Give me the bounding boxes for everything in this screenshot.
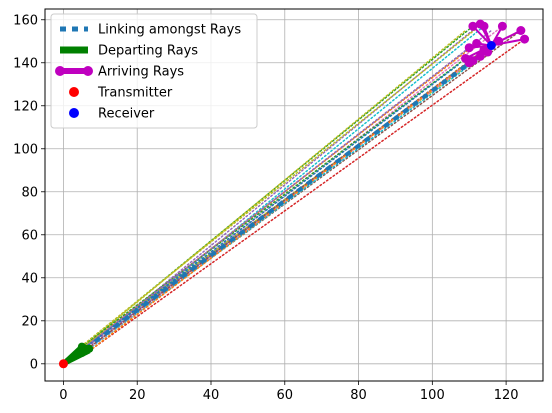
legend: Linking amongst Rays Departing Rays Arrivi… (50, 13, 258, 129)
axes-frame (44, 8, 544, 382)
dotted-ray-path (81, 29, 522, 354)
x-tick-label: 0 (59, 388, 67, 403)
legend-swatch-arriving-marker (83, 66, 93, 76)
linking-ray (84, 59, 475, 351)
x-tick-label: 60 (277, 388, 294, 403)
y-tick-label: 0 (30, 357, 38, 372)
legend-swatch-dot (69, 87, 79, 97)
arriving-point (479, 45, 489, 55)
dotted-ray-path (88, 66, 463, 352)
x-tick-label: 20 (129, 388, 146, 403)
y-tick-label: 40 (21, 271, 38, 286)
legend-box (50, 13, 258, 129)
departing-point (77, 349, 86, 358)
endpoint-markers (58, 41, 496, 369)
dotted-ray-path (88, 38, 526, 352)
y-tick-label: 100 (13, 142, 38, 157)
legend-label: Linking amongst Rays (98, 23, 241, 38)
dotted-ray-path (84, 29, 493, 348)
legend-label: Arriving Rays (98, 65, 184, 80)
legend-swatch-arriving-marker (55, 66, 65, 76)
arriving-point (464, 43, 474, 53)
dotted-ray-path (88, 51, 489, 350)
y-tick-label: 80 (21, 185, 38, 200)
y-tick-label: 60 (21, 228, 38, 243)
receiver-marker (486, 41, 496, 51)
y-tick-label: 120 (13, 99, 38, 114)
legend-label: Departing Rays (98, 44, 198, 59)
dotted-ray-path (77, 27, 478, 350)
arriving-point (494, 36, 504, 46)
dotted-ray-path (77, 29, 467, 352)
axis-ticks: 0 20 40 60 80 100 120 0 20 40 60 80 100 120 140 160 (13, 13, 518, 403)
transmitter-marker (58, 359, 68, 369)
x-tick-label: 40 (203, 388, 220, 403)
legend-swatch-dot (69, 108, 79, 118)
legend-label: Transmitter (97, 86, 173, 101)
y-tick-label: 160 (13, 13, 38, 28)
y-tick-label: 20 (21, 314, 38, 329)
dotted-ray-path (81, 57, 467, 348)
arriving-point (516, 26, 526, 36)
arriving-point (497, 21, 507, 31)
arriving-point (472, 38, 482, 48)
x-tick-label: 100 (420, 388, 445, 403)
y-tick-label: 140 (13, 56, 38, 71)
dotted-ray-path (73, 64, 459, 356)
arriving-point (464, 58, 474, 68)
linking-rays (84, 59, 475, 351)
x-tick-label: 80 (350, 388, 367, 403)
arriving-point (479, 21, 489, 31)
arriving-point (520, 34, 530, 44)
legend-label: Receiver (98, 107, 155, 122)
arriving-point (468, 21, 478, 31)
x-tick-label: 120 (494, 388, 519, 403)
